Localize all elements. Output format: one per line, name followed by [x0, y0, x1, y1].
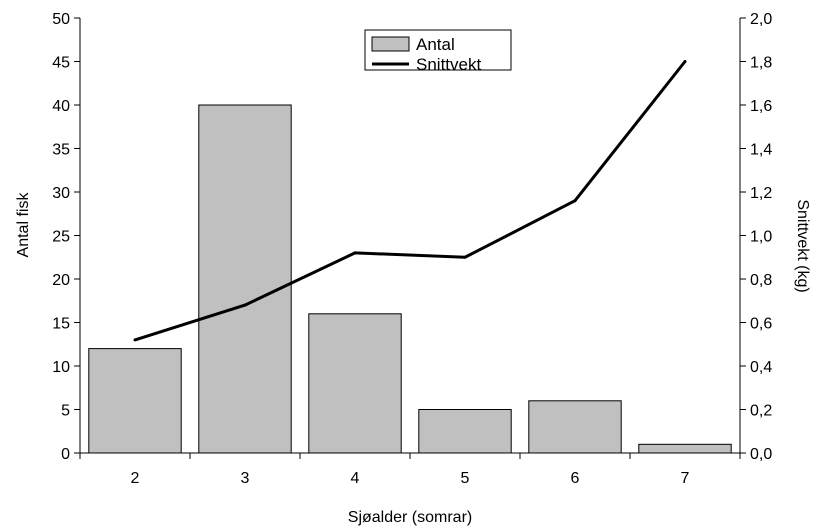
- series-line: [134, 60, 687, 342]
- legend-label-snittvekt: Snittvekt: [416, 55, 481, 74]
- x-tick-label: 3: [241, 470, 250, 487]
- y2-tick-label: 1,2: [750, 185, 772, 202]
- bar: [418, 409, 512, 454]
- x-tick-label: 2: [131, 470, 140, 487]
- y-tick-label: 15: [52, 316, 70, 333]
- y-tick-label: 45: [52, 55, 70, 72]
- bar: [528, 400, 622, 454]
- y-tick-label: 50: [52, 11, 70, 28]
- tick-labels: 051015202530354045500,00,20,40,60,81,01,…: [52, 11, 772, 487]
- y-tick-label: 35: [52, 142, 70, 159]
- y-tick-label: 0: [61, 446, 70, 463]
- y-tick-label: 40: [52, 98, 70, 115]
- line-point: [243, 303, 247, 307]
- y-tick-label: 25: [52, 229, 70, 246]
- y2-tick-label: 0,8: [750, 272, 772, 289]
- y2-axis-label: Snittvekt (kg): [794, 199, 811, 292]
- x-axis-label: Sjøalder (somrar): [348, 509, 472, 526]
- legend-swatch-antal: [371, 36, 410, 52]
- y-axis-label: Antal fisk: [15, 192, 32, 258]
- y-tick-label: 30: [52, 185, 70, 202]
- x-tick-label: 4: [351, 470, 360, 487]
- y2-tick-label: 2,0: [750, 11, 772, 28]
- line-point: [133, 338, 137, 342]
- x-tick-label: 6: [571, 470, 580, 487]
- y2-tick-label: 1,4: [750, 142, 772, 159]
- x-tick-label: 7: [681, 470, 690, 487]
- y2-tick-label: 0,4: [750, 359, 772, 376]
- y2-tick-label: 0,2: [750, 403, 772, 420]
- line-point: [573, 199, 577, 203]
- axes: [74, 17, 746, 459]
- line-point: [463, 255, 467, 259]
- y2-tick-label: 0,6: [750, 316, 772, 333]
- y2-tick-label: 0,0: [750, 446, 772, 463]
- legend-label-antal: Antal: [416, 35, 455, 54]
- y-tick-label: 5: [61, 403, 70, 420]
- line-point: [683, 60, 687, 63]
- line-series-snittvekt: [133, 60, 687, 342]
- line-point: [353, 251, 357, 255]
- bar: [88, 348, 182, 454]
- y-tick-label: 20: [52, 272, 70, 289]
- y-tick-label: 10: [52, 359, 70, 376]
- y2-tick-label: 1,8: [750, 55, 772, 72]
- x-tick-label: 5: [461, 470, 470, 487]
- bar: [198, 104, 292, 454]
- y2-tick-label: 1,0: [750, 229, 772, 246]
- y2-tick-label: 1,6: [750, 98, 772, 115]
- legend: Antal Snittvekt: [364, 29, 512, 74]
- bar: [638, 443, 732, 454]
- bar: [308, 313, 402, 454]
- bar-series-antal: [88, 104, 732, 454]
